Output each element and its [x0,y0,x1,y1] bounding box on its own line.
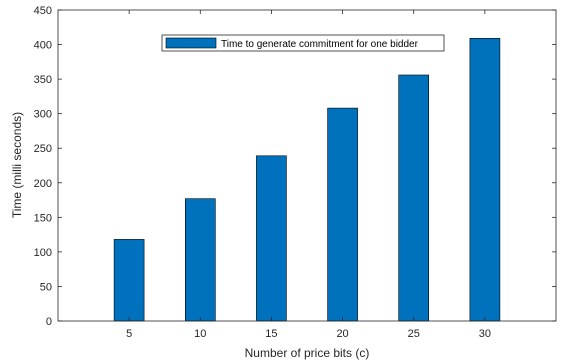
axes-frame [57,9,557,322]
legend: Time to generate commitment for one bidd… [161,34,445,52]
axes-group [57,9,557,322]
bars-group [113,37,501,322]
x-tick-label: 20 [336,328,348,340]
bar-15 [256,155,287,322]
bar-25 [398,74,430,322]
legend-label: Time to generate commitment for one bidd… [221,39,419,50]
y-tick-label: 150 [34,212,52,224]
y-tick-label: 300 [34,109,52,121]
x-axis-label: Number of price bits (c) [245,346,370,360]
x-tick-label: 30 [479,328,491,340]
y-tick-label: 100 [34,247,52,259]
bar-5 [113,239,145,322]
x-tick-labels: 5 10 15 20 25 30 [126,328,491,340]
y-tick-label: 350 [34,74,52,86]
x-tick-label: 25 [408,328,420,340]
x-tick-label: 15 [265,328,277,340]
legend-swatch [165,37,217,49]
bar-10 [185,198,216,322]
legend-box [161,34,445,52]
y-tick-labels: 0 50 100 150 200 250 300 350 400 450 [34,5,52,328]
x-tick-label: 5 [126,328,132,340]
y-tick-label: 250 [34,143,52,155]
y-tick-label: 400 [34,40,52,52]
y-tick-label: 200 [34,178,52,190]
x-tick-label: 10 [194,328,206,340]
y-tick-label: 450 [34,5,52,17]
y-tick-label: 0 [46,316,52,328]
y-tick-label: 50 [40,281,52,293]
y-axis-label: Time (milli seconds) [10,112,24,218]
bar-20 [327,107,358,322]
bar-30 [469,37,501,322]
